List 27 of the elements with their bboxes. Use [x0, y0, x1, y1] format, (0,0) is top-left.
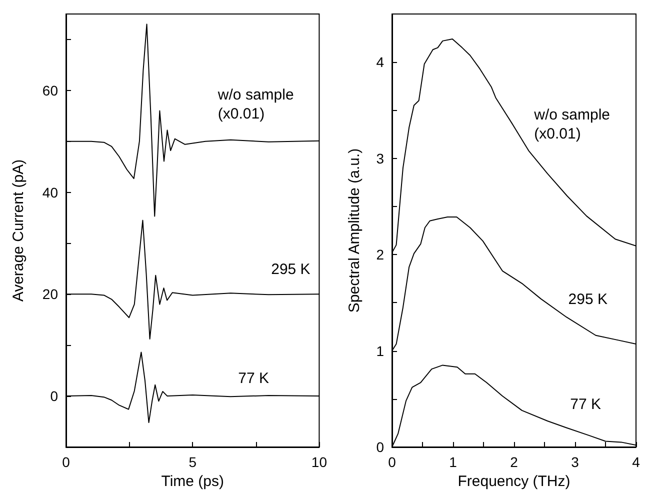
x-tick-label: 10 — [311, 454, 328, 470]
x-tick-label: 5 — [188, 454, 197, 470]
annotation: 77 K — [238, 370, 270, 388]
x-axis-title: Frequency (THz) — [458, 472, 570, 490]
y-tick-label: 40 — [42, 184, 58, 200]
y-tick-label: 2 — [376, 246, 384, 263]
y-tick-label: 4 — [376, 54, 384, 70]
y-tick-label: 1 — [376, 342, 384, 359]
y-tick-label: 0 — [50, 388, 58, 404]
x-tick-label: 3 — [571, 454, 580, 470]
x-tick-label: 0 — [388, 454, 396, 470]
y-tick-label: 0 — [376, 439, 384, 455]
y-axis-title: Average Current (pA) — [10, 159, 27, 302]
y-tick-label: 60 — [42, 82, 58, 98]
x-tick-label: 1 — [449, 454, 458, 470]
annotation: w/o sample (x0.01) — [533, 106, 614, 142]
y-tick-label: 20 — [42, 286, 58, 302]
x-tick-label: 0 — [62, 454, 70, 470]
x-axis-title: Time (ps) — [161, 472, 224, 490]
annotation: w/o sample (x0.01) — [216, 86, 298, 122]
x-tick-label: 4 — [632, 454, 640, 470]
y-tick-label: 3 — [376, 150, 384, 166]
annotation: 295 K — [568, 291, 608, 308]
annotation: 77 K — [570, 396, 601, 414]
annotation: 295 K — [271, 261, 310, 278]
y-axis-title: Spectral Amplitude (a.u.) — [346, 148, 363, 313]
x-tick-label: 2 — [510, 454, 518, 470]
